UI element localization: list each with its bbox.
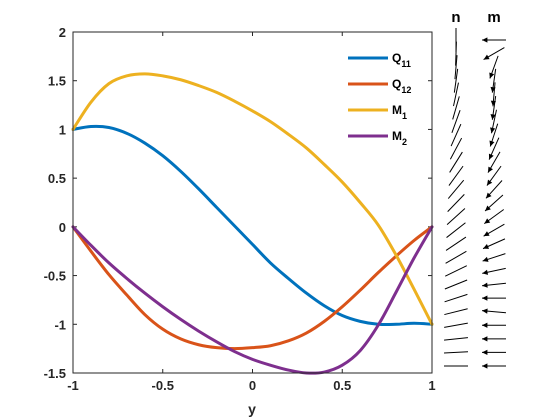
legend-label-main: M [392, 103, 402, 117]
m-director-arrow [482, 336, 506, 342]
m-director-arrow [482, 363, 506, 369]
n-director-segment [448, 165, 464, 186]
n-director-segment [449, 151, 463, 173]
n-director-segment [446, 222, 466, 238]
legend-label-main: Q [392, 77, 401, 91]
m-director-arrow [483, 223, 505, 237]
m-director-arrow [484, 194, 504, 212]
legend-label-main: M [392, 129, 402, 143]
x-axis-label: y [248, 401, 256, 417]
director-column-title-n: n [451, 9, 460, 26]
n-director-segment [455, 41, 457, 66]
m-director-arrow [490, 109, 497, 134]
n-director-segment [444, 308, 468, 316]
x-tick-label: 0 [249, 378, 256, 393]
series-layer [71, 72, 434, 375]
m-director-arrow [482, 295, 506, 301]
n-director-segment [450, 123, 462, 147]
n-director-segment [446, 208, 466, 225]
y-tick-label: 1.5 [48, 74, 66, 89]
n-director-segment [444, 322, 468, 328]
m-director-arrow [483, 209, 505, 225]
legend-label-sub: 1 [402, 111, 407, 121]
legend-label-main: Q [392, 51, 401, 65]
y-tick-label: 2 [59, 25, 66, 40]
legend-label-sub: 2 [402, 137, 407, 147]
series-line-q12 [71, 225, 434, 351]
n-director-segment [454, 55, 458, 80]
n-director-segment [445, 250, 467, 264]
m-director-arrow [482, 238, 506, 250]
n-director-segment [445, 236, 467, 251]
m-director-arrow [482, 282, 506, 288]
legend-label-q11: Q11 [392, 51, 411, 69]
n-director-segment [444, 293, 468, 303]
m-director-arrow [490, 95, 497, 120]
director-column-title-m: m [487, 9, 500, 26]
m-director-arrow [487, 151, 501, 173]
y-tick-label: 1 [59, 122, 66, 137]
n-director-segment [447, 194, 465, 212]
m-director-arrow [482, 308, 506, 314]
n-director-segment [444, 265, 468, 277]
y-tick-label: 0.5 [48, 171, 66, 186]
m-director-arrow [486, 165, 502, 186]
m-director-arrow [482, 253, 506, 262]
series-line-m2 [71, 225, 434, 375]
m-director-arrow [482, 322, 506, 328]
legend-label-m1: M1 [392, 103, 407, 121]
n-director-segment [451, 110, 461, 133]
x-tick-label: 0.5 [333, 378, 351, 393]
legend-label-q12: Q12 [392, 77, 411, 95]
x-tick-label: -1 [67, 378, 79, 393]
n-director-segment [449, 137, 463, 160]
plot-frame [72, 31, 433, 374]
x-tick-label: -0.5 [152, 378, 174, 393]
legend-label-sub: 12 [401, 85, 411, 95]
n-director-segment [444, 337, 468, 341]
x-tick-label: 1 [428, 378, 435, 393]
legend-label-sub: 11 [401, 59, 411, 69]
n-director-segment [452, 96, 460, 120]
m-director-arrow [489, 55, 499, 79]
n-director-segment [444, 279, 468, 290]
m-director-arrow [482, 267, 506, 275]
series-line-m1 [71, 72, 434, 326]
m-director-arrow [483, 47, 505, 61]
m-director-arrow [489, 123, 499, 147]
m-director-arrow [485, 180, 503, 199]
m-director-arrow [488, 137, 500, 160]
legend-label-m2: M2 [392, 129, 407, 147]
m-director-arrow [482, 349, 506, 356]
y-tick-label: -1 [54, 317, 66, 332]
y-tick-label: 0 [59, 220, 66, 235]
n-director-segment [453, 68, 459, 93]
n-director-segment [453, 82, 459, 107]
n-director-segment [447, 179, 465, 199]
y-tick-label: -0.5 [44, 269, 66, 284]
y-tick-label: -1.5 [44, 366, 66, 381]
m-director-arrow [482, 37, 506, 43]
series-line-q11 [71, 124, 434, 327]
n-director-segment [443, 351, 469, 354]
